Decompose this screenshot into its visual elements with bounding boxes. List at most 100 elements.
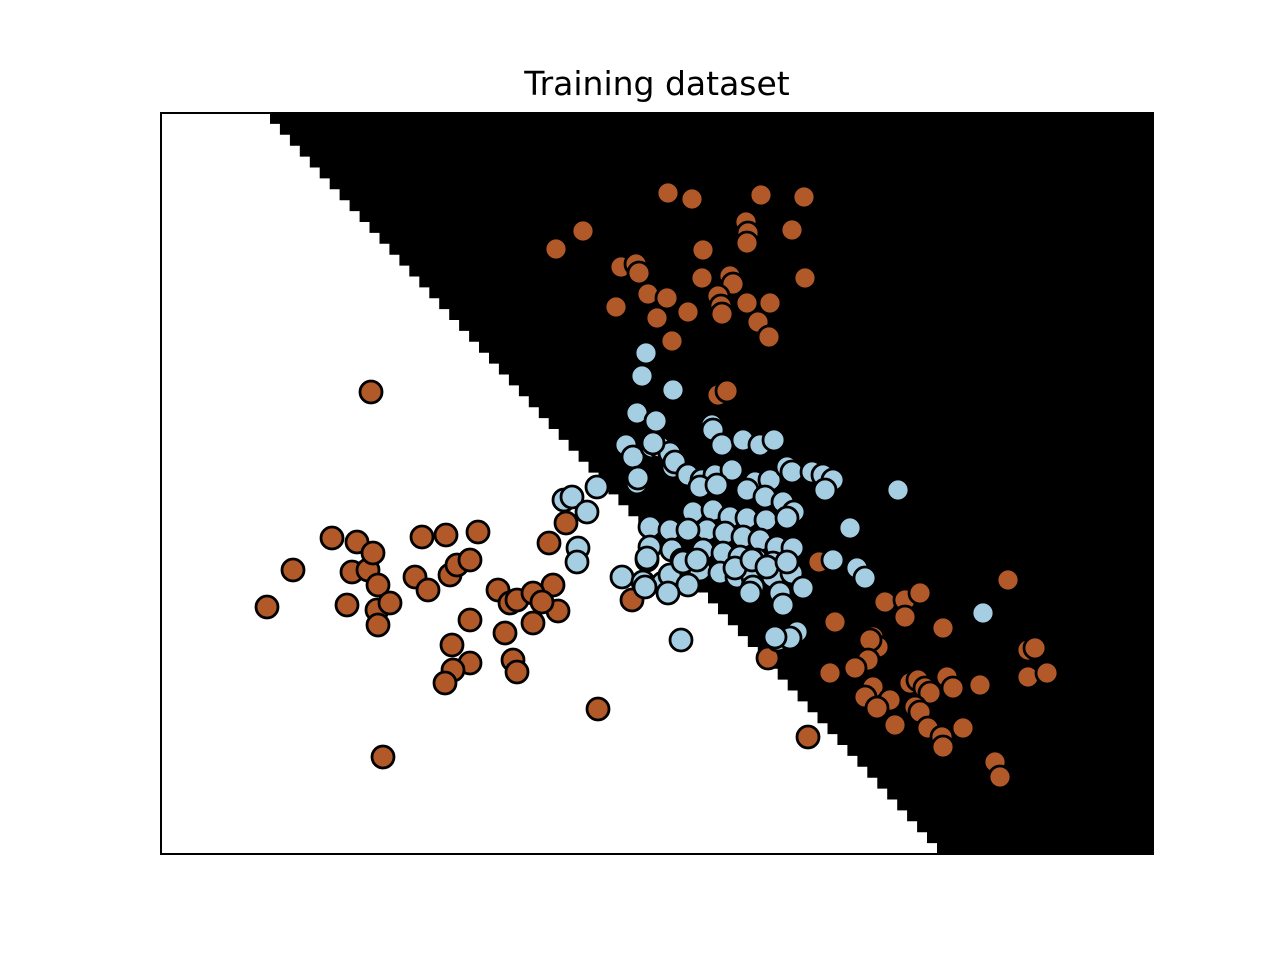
- data-point-class-1-brown: [882, 712, 908, 738]
- data-point-class-1-brown: [842, 655, 868, 681]
- data-point-class-1-brown: [967, 672, 993, 698]
- data-point-class-0-lightblue: [774, 549, 800, 575]
- data-point-class-1-brown: [679, 186, 705, 212]
- data-point-class-0-lightblue: [655, 580, 681, 606]
- data-point-class-0-lightblue: [574, 499, 600, 525]
- data-point-class-0-lightblue: [790, 575, 816, 601]
- data-point-class-1-brown: [358, 379, 384, 405]
- data-point-class-0-lightblue: [820, 547, 846, 573]
- data-point-class-1-brown: [457, 607, 483, 633]
- data-point-class-1-brown: [795, 724, 821, 750]
- data-point-class-1-brown: [791, 184, 817, 210]
- data-point-class-1-brown: [529, 589, 555, 615]
- data-point-class-1-brown: [626, 260, 652, 286]
- class-1-brown-group: [254, 180, 1060, 790]
- data-point-class-1-brown: [570, 218, 596, 244]
- data-point-class-0-lightblue: [704, 472, 730, 498]
- data-point-class-0-lightblue: [754, 554, 780, 580]
- data-point-class-0-lightblue: [668, 627, 694, 653]
- data-point-class-1-brown: [714, 378, 740, 404]
- data-point-class-1-brown: [659, 328, 685, 354]
- data-point-class-0-lightblue: [564, 549, 590, 575]
- data-point-class-0-lightblue: [753, 507, 779, 533]
- data-point-class-0-lightblue: [761, 427, 787, 453]
- data-point-class-0-lightblue: [633, 340, 659, 366]
- data-point-class-0-lightblue: [660, 377, 686, 403]
- class-0-lightblue-group: [551, 340, 996, 653]
- data-point-class-1-brown: [432, 670, 458, 696]
- data-point-class-0-lightblue: [643, 408, 669, 434]
- data-point-class-0-lightblue: [640, 430, 666, 456]
- data-point-class-1-brown: [689, 265, 715, 291]
- data-point-class-0-lightblue: [684, 547, 710, 573]
- data-point-class-1-brown: [644, 305, 670, 331]
- data-point-class-1-brown: [779, 217, 805, 243]
- data-point-class-1-brown: [254, 594, 280, 620]
- data-point-class-1-brown: [864, 695, 890, 721]
- data-point-class-1-brown: [734, 230, 760, 256]
- data-point-class-1-brown: [654, 285, 680, 311]
- data-point-class-0-lightblue: [709, 432, 735, 458]
- data-point-class-1-brown: [709, 301, 735, 327]
- data-point-class-1-brown: [370, 744, 396, 770]
- data-point-class-0-lightblue: [837, 515, 863, 541]
- data-point-class-0-lightblue: [625, 465, 651, 491]
- data-point-class-0-lightblue: [812, 477, 838, 503]
- data-point-class-1-brown: [492, 620, 518, 646]
- data-point-class-1-brown: [822, 609, 848, 635]
- data-point-class-1-brown: [334, 592, 360, 618]
- data-point-class-1-brown: [655, 180, 681, 206]
- data-point-class-1-brown: [930, 615, 956, 641]
- data-point-class-1-brown: [987, 764, 1013, 790]
- data-point-class-0-lightblue: [629, 363, 655, 389]
- data-point-class-1-brown: [365, 572, 391, 598]
- plot-title: Training dataset: [524, 64, 790, 103]
- data-point-class-1-brown: [756, 324, 782, 350]
- data-point-class-0-lightblue: [559, 484, 585, 510]
- data-point-class-1-brown: [536, 530, 562, 556]
- data-point-class-1-brown: [415, 577, 441, 603]
- data-point-class-0-lightblue: [634, 545, 660, 571]
- data-point-class-0-lightblue: [852, 565, 878, 591]
- data-point-class-1-brown: [465, 519, 491, 545]
- data-point-class-0-lightblue: [770, 592, 796, 618]
- data-point-class-1-brown: [950, 715, 976, 741]
- data-point-class-0-lightblue: [737, 580, 763, 606]
- data-point-class-1-brown: [792, 265, 818, 291]
- data-point-class-0-lightblue: [675, 517, 701, 543]
- data-point-class-1-brown: [892, 604, 918, 630]
- data-point-class-1-brown: [433, 522, 459, 548]
- data-point-class-1-brown: [675, 299, 701, 325]
- data-point-class-0-lightblue: [970, 600, 996, 626]
- data-point-class-1-brown: [439, 632, 465, 658]
- data-point-class-1-brown: [319, 525, 345, 551]
- data-point-class-1-brown: [940, 675, 966, 701]
- axes-frame: [160, 112, 1154, 855]
- data-point-class-0-lightblue: [632, 574, 658, 600]
- data-point-class-1-brown: [690, 237, 716, 263]
- data-point-class-1-brown: [365, 612, 391, 638]
- data-point-class-0-lightblue: [762, 624, 788, 650]
- data-point-class-1-brown: [377, 590, 403, 616]
- data-point-class-1-brown: [1022, 635, 1048, 661]
- data-point-class-1-brown: [917, 680, 943, 706]
- data-point-class-1-brown: [520, 610, 546, 636]
- data-point-class-1-brown: [907, 580, 933, 606]
- data-point-class-0-lightblue: [609, 564, 635, 590]
- data-point-class-1-brown: [543, 236, 569, 262]
- data-point-class-1-brown: [1034, 660, 1060, 686]
- data-point-class-1-brown: [553, 510, 579, 536]
- data-point-class-0-lightblue: [719, 457, 745, 483]
- data-point-class-1-brown: [504, 659, 530, 685]
- data-point-class-1-brown: [748, 182, 774, 208]
- data-point-class-1-brown: [280, 557, 306, 583]
- data-point-class-1-brown: [872, 589, 898, 615]
- data-point-class-1-brown: [409, 524, 435, 550]
- data-point-class-0-lightblue: [584, 474, 610, 500]
- data-point-class-1-brown: [457, 547, 483, 573]
- data-point-class-0-lightblue: [774, 505, 800, 531]
- data-point-class-1-brown: [585, 696, 611, 722]
- data-point-class-1-brown: [930, 734, 956, 760]
